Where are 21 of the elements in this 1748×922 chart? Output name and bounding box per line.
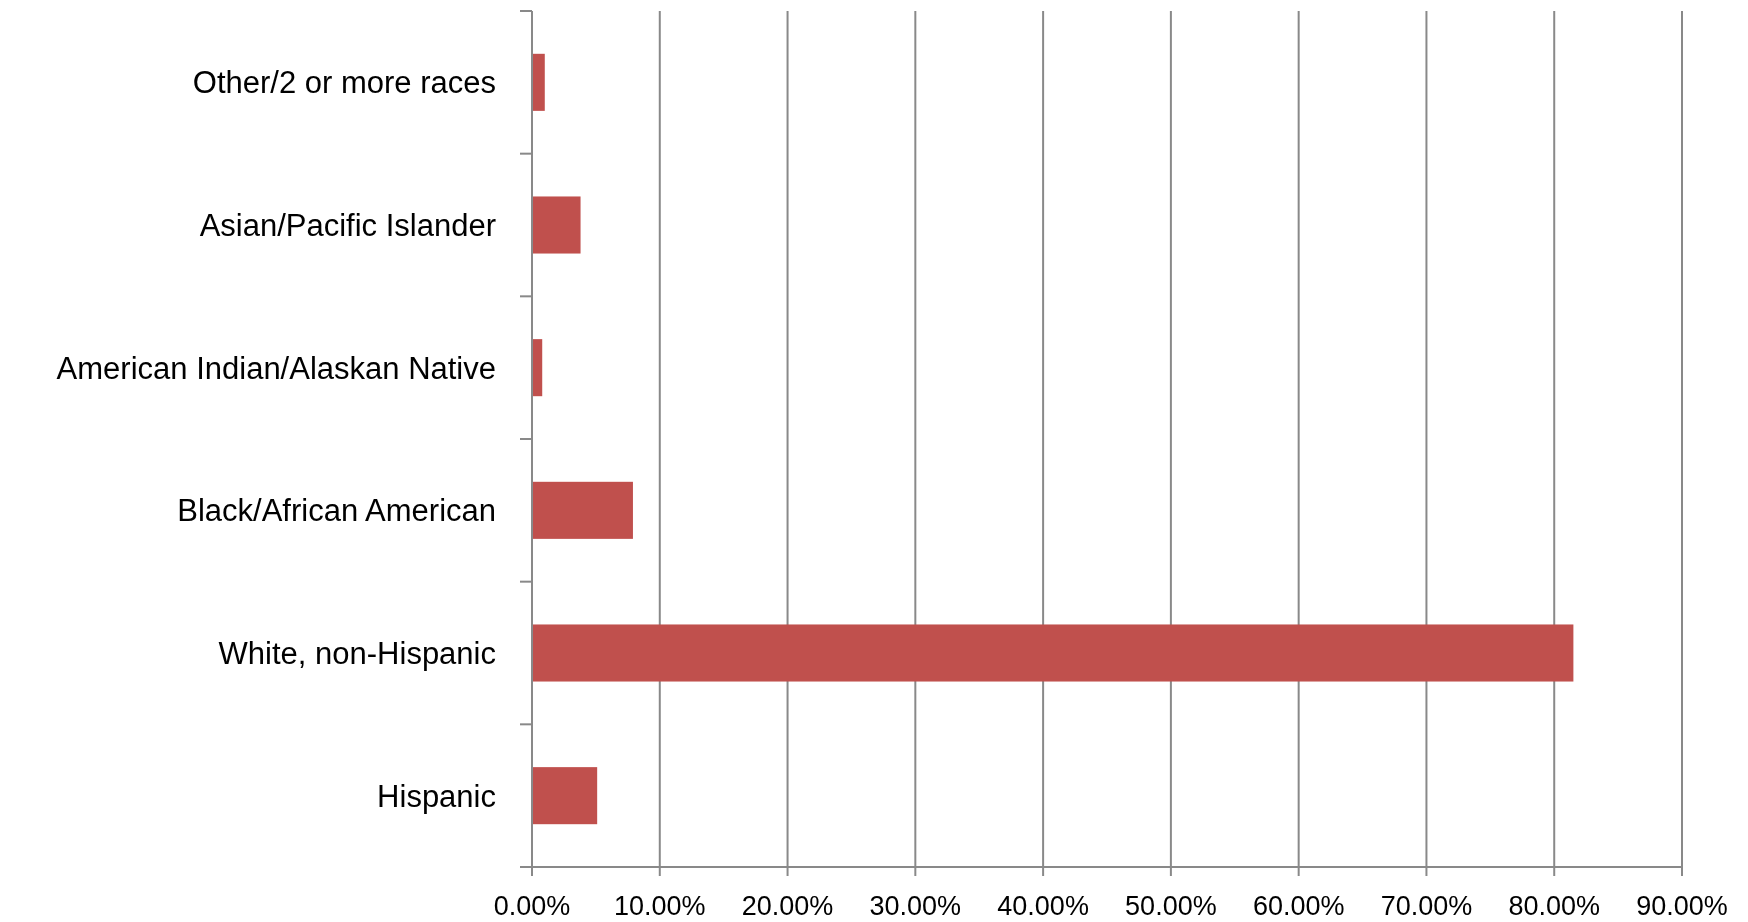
x-tick-label: 90.00%: [1636, 891, 1728, 921]
x-tick-label: 40.00%: [997, 891, 1089, 921]
bar: [532, 53, 545, 111]
y-tick-label: American Indian/Alaskan Native: [56, 350, 496, 386]
bar: [532, 196, 581, 254]
bar: [532, 624, 1574, 682]
bar: [532, 481, 633, 539]
x-tick-label: 70.00%: [1380, 891, 1473, 921]
y-tick-label: White, non-Hispanic: [218, 635, 496, 671]
y-tick-label: Hispanic: [377, 778, 496, 814]
x-tick-label: 80.00%: [1508, 891, 1601, 921]
bar: [532, 767, 598, 825]
y-tick-label: Other/2 or more races: [192, 65, 496, 101]
x-tick-label: 60.00%: [1252, 891, 1345, 921]
y-tick-label: Asian/Pacific Islander: [199, 207, 496, 243]
x-tick-label: 50.00%: [1125, 891, 1217, 921]
x-tick-label: 10.00%: [613, 891, 706, 921]
y-tick-label: Black/African American: [177, 493, 496, 529]
x-tick-label: 30.00%: [869, 891, 962, 921]
x-tick-label: 0.00%: [493, 891, 571, 921]
x-tick-label: 20.00%: [741, 891, 834, 921]
